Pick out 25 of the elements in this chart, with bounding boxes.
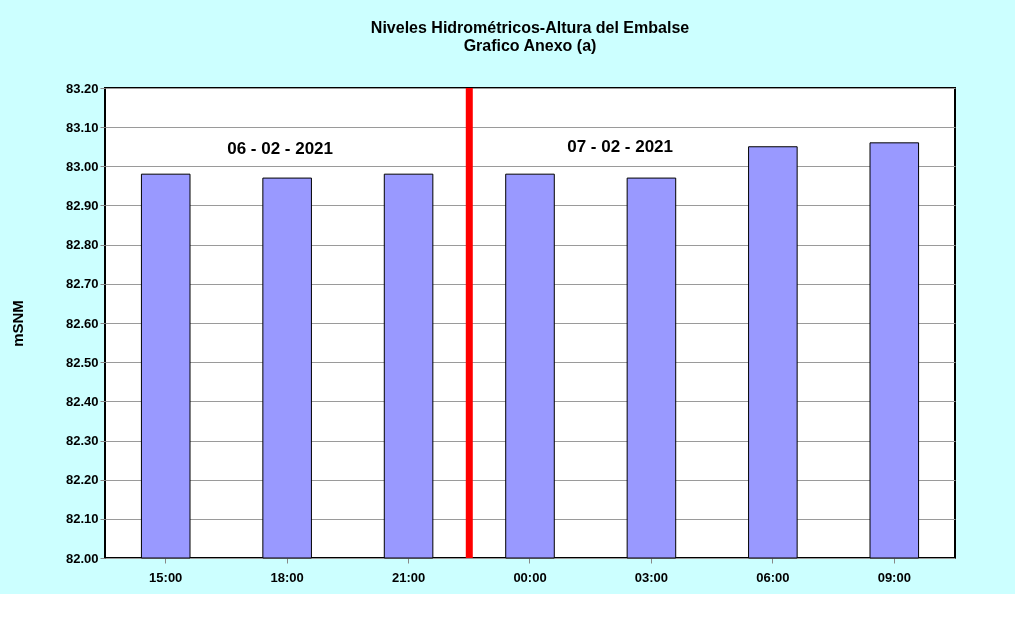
y-tick-label: 83.00 — [65, 158, 99, 174]
x-tick-label: 21:00 — [391, 569, 426, 585]
annotation: 07 - 02 - 2021 — [567, 136, 674, 156]
x-tick-label: 00:00 — [513, 569, 547, 585]
y-tick-label: 82.30 — [65, 433, 99, 448]
y-tick-label: 82.50 — [65, 354, 99, 370]
annotation: 06 - 02 - 2021 — [227, 139, 334, 159]
x-tick-label: 06:00 — [756, 569, 790, 585]
y-tick-label: 83.20 — [65, 80, 99, 96]
text: Niveles Hidrométricos-Altura del Embalse — [370, 19, 690, 36]
y-tick-label: 82.20 — [65, 472, 99, 488]
y-tick-label: 82.70 — [65, 276, 99, 292]
x-tick-label: 18:00 — [270, 569, 304, 585]
x-tick-label: 09:00 — [877, 569, 911, 585]
y-tick-label: 82.10 — [65, 511, 99, 527]
x-tick-label: 15:00 — [149, 569, 183, 585]
y-tick-label: 82.00 — [65, 550, 99, 566]
x-tick-label: 03:00 — [634, 569, 669, 585]
y-tick-label: 82.60 — [65, 315, 99, 331]
y-tick-label: 82.40 — [65, 393, 99, 409]
text: Grafico Anexo (a) — [463, 37, 597, 54]
y-tick-label: 82.90 — [65, 198, 99, 213]
y-axis-title: mSNM — [8, 300, 26, 347]
y-tick-label: 83.10 — [65, 119, 99, 135]
y-tick-label: 82.80 — [65, 237, 99, 253]
